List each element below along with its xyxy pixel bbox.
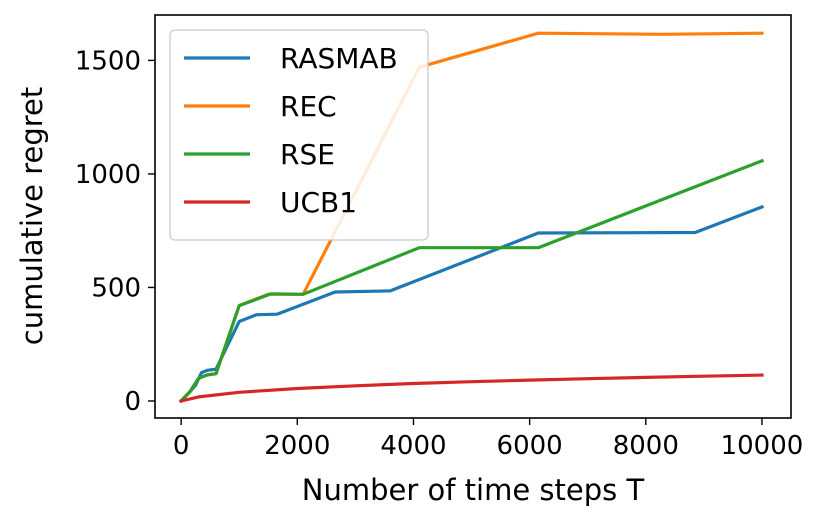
legend-box: [169, 29, 429, 241]
y-tick-label: 500: [91, 273, 141, 303]
y-axis: 0 500 1000 1500: [75, 46, 155, 417]
x-axis: 0 2000 4000 6000 8000 10000: [173, 418, 803, 461]
x-tick-label: 6000: [497, 431, 563, 461]
legend-label: UCB1: [280, 186, 357, 219]
legend-label: RASMAB: [280, 42, 398, 75]
plot-frame: [154, 14, 792, 419]
y-tick-label: 1500: [75, 46, 141, 76]
series-layer: [178, 31, 765, 404]
x-tick-label: 0: [173, 431, 190, 461]
x-tick-label: 2000: [264, 431, 330, 461]
series-line-ucb1: [179, 373, 764, 403]
x-axis-label: Number of time steps T: [302, 473, 645, 507]
series-line-rse: [178, 158, 765, 404]
y-tick-label: 1000: [75, 160, 141, 190]
legend-label: REC: [280, 90, 337, 123]
x-tick-label: 8000: [613, 431, 679, 461]
legend-label: RSE: [280, 138, 335, 171]
x-tick-label: 10000: [721, 431, 804, 461]
x-tick-label: 4000: [380, 431, 446, 461]
legend: RASMAB REC RSE UCB1: [169, 29, 429, 241]
y-axis-label: cumulative regret: [15, 87, 49, 345]
y-tick-label: 0: [124, 387, 141, 417]
